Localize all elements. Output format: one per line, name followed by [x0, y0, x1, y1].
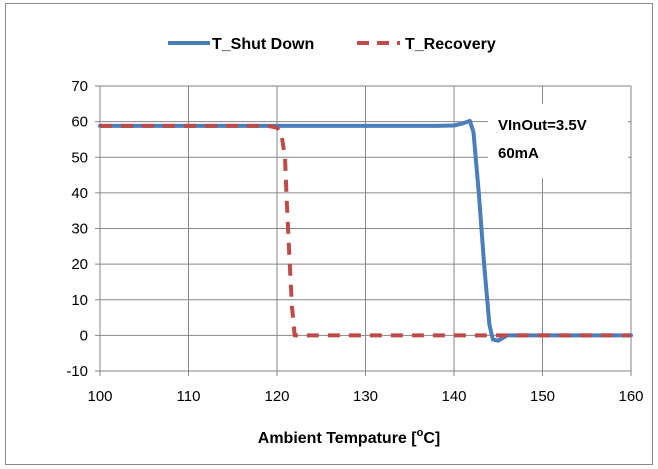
annotation-box: VInOut=3.5V 60mA: [488, 104, 628, 178]
annotation-line-2: 60mA: [498, 145, 539, 162]
chart-frame: [5, 3, 653, 465]
legend: T_Shut Down T_Recovery: [168, 36, 496, 53]
annotation-line-1: VInOut=3.5V: [498, 117, 587, 134]
legend-label-recovery: T_Recovery: [405, 36, 496, 53]
annotation-background: [488, 104, 628, 178]
x-axis-label: Ambient Tempature [oC]: [258, 427, 440, 447]
x-tick-label: 110: [177, 388, 201, 405]
x-axis-label-main: Ambient Tempature [: [258, 430, 418, 447]
x-tick-label: 150: [530, 388, 555, 405]
y-tick-label: 50: [71, 149, 88, 166]
y-tick-label: 60: [71, 114, 88, 131]
series-lines: [98, 118, 633, 343]
y-tick-label: 0: [80, 327, 88, 344]
x-tick-label: 160: [618, 388, 643, 405]
y-tick-label: 70: [71, 78, 88, 95]
y-tick-label: 20: [71, 256, 88, 273]
axes: [95, 85, 632, 376]
y-tick-label: 30: [71, 221, 88, 238]
x-axis-label-superscript: o: [417, 427, 424, 439]
x-tick-label: 100: [87, 388, 112, 405]
x-tick-label: 140: [441, 388, 466, 405]
y-tick-label: -10: [66, 363, 88, 380]
y-tick-label: 40: [71, 185, 88, 202]
legend-label-shutdown: T_Shut Down: [212, 36, 314, 53]
x-tick-label: 130: [353, 388, 378, 405]
tick-labels: -10 0 10 20 30 40 50 60 70 100 110 120 130 140 150 160: [66, 78, 643, 405]
series-line-recovery: [100, 123, 631, 338]
x-tick-label: 120: [264, 388, 289, 405]
x-axis-label-suffix: C]: [423, 430, 440, 447]
y-tick-label: 10: [71, 292, 88, 309]
